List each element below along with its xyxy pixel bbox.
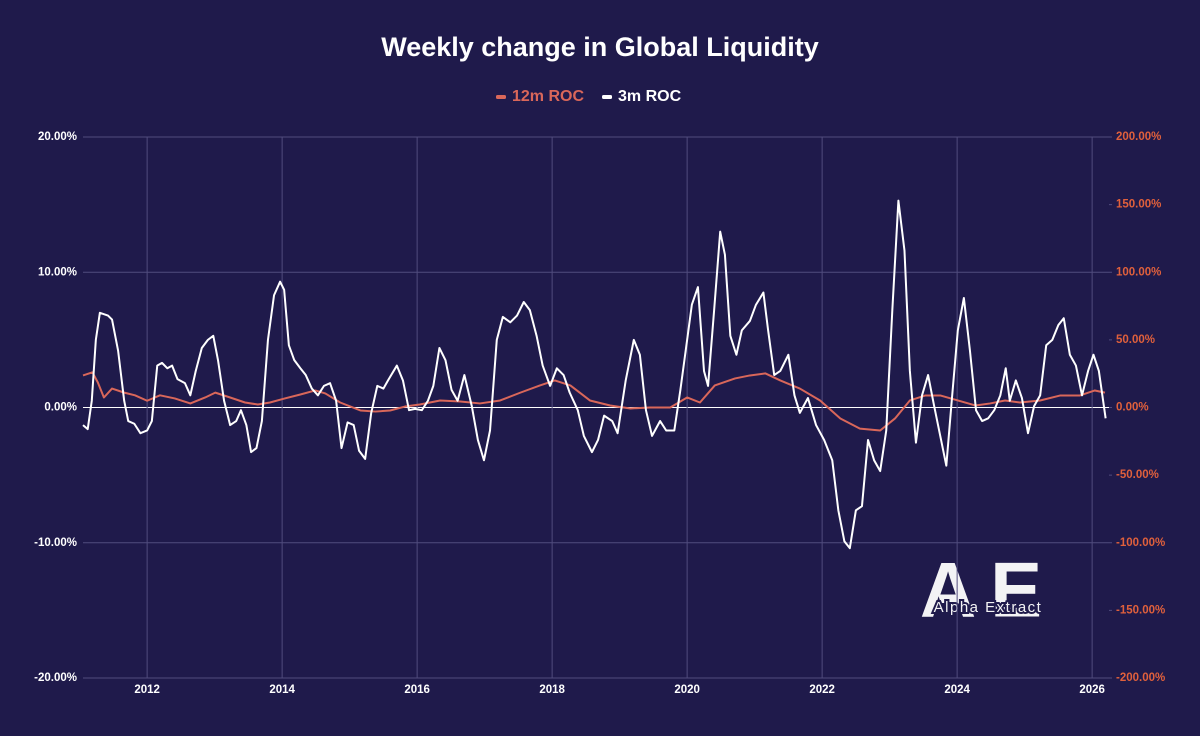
legend-label: 3m ROC [618,88,682,105]
y-tick-label: 10.00% [38,266,77,278]
legend-swatch [496,95,506,99]
chart-title: Weekly change in Global Liquidity [381,32,819,62]
legend-label: 12m ROC [512,88,584,105]
x-tick-label: 2014 [269,684,295,696]
x-tick-label: 2016 [404,684,430,696]
y-tick-label: 20.00% [38,131,77,143]
x-tick-label: 2022 [809,684,835,696]
watermark-logo: AE [920,546,1056,634]
x-tick-label: 2024 [944,684,970,696]
legend-swatch [602,95,613,99]
series-line [82,371,1106,432]
x-tick-label: 2026 [1079,684,1105,696]
y-tick-label: 0.00% [44,402,77,414]
y2-tick-label: 100.00% [1116,266,1161,278]
x-tick-label: 2012 [134,684,160,696]
x-tick-label: 2020 [674,684,700,696]
y2-tick-label: -100.00% [1116,537,1165,549]
series-line [82,199,1107,550]
y2-tick-label: 200.00% [1116,131,1161,143]
y2-tick-label: -50.00% [1116,469,1159,481]
y-tick-label: -20.00% [34,672,77,684]
y-tick-label: -10.00% [34,537,77,549]
y2-tick-label: 50.00% [1116,334,1155,346]
y2-tick-label: -200.00% [1116,672,1165,684]
x-tick-label: 2018 [539,684,565,696]
watermark-text: Alpha Extract [934,599,1043,616]
y2-tick-label: -150.00% [1116,604,1165,616]
y2-tick-label: 150.00% [1116,199,1161,211]
y2-tick-label: 0.00% [1116,402,1149,414]
